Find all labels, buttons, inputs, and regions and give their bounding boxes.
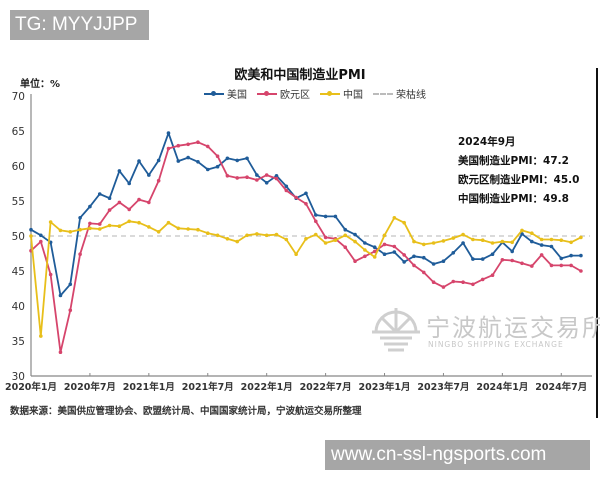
- frame-border: [596, 68, 598, 418]
- legend-item-us: 美国: [204, 86, 247, 101]
- svg-text:2021年1月: 2021年1月: [123, 381, 175, 393]
- svg-text:2024年7月: 2024年7月: [535, 381, 587, 393]
- latest-values-annotation: 2024年9月 美国制造业PMI：47.2 欧元区制造业PMI：45.0 中国制…: [458, 133, 579, 209]
- annotation-us: 美国制造业PMI：47.2: [458, 155, 569, 167]
- legend-item-eu: 欧元区: [257, 86, 310, 101]
- svg-text:65: 65: [12, 126, 25, 138]
- legend-item-cn: 中国: [320, 86, 363, 101]
- legend-swatch-eu-icon: [257, 90, 277, 96]
- svg-text:2020年1月: 2020年1月: [5, 381, 57, 393]
- series-欧元区: [29, 140, 583, 355]
- svg-text:60: 60: [12, 161, 25, 173]
- svg-text:2022年7月: 2022年7月: [300, 381, 352, 393]
- svg-text:70: 70: [12, 91, 25, 103]
- svg-text:2021年7月: 2021年7月: [182, 381, 234, 393]
- legend-label-eu: 欧元区: [280, 90, 310, 101]
- svg-text:2023年7月: 2023年7月: [417, 381, 469, 393]
- svg-text:45: 45: [12, 266, 25, 278]
- svg-text:2023年1月: 2023年1月: [358, 381, 410, 393]
- svg-text:2020年7月: 2020年7月: [64, 381, 116, 393]
- svg-text:40: 40: [12, 301, 25, 313]
- logo-text-cn: 宁波航运交易所: [426, 314, 600, 342]
- chart-legend: 美国 欧元区 中国 荣枯线: [204, 86, 432, 101]
- annotation-cn: 中国制造业PMI：49.8: [458, 193, 569, 205]
- legend-swatch-dash-icon: [373, 92, 393, 95]
- series-美国: [29, 131, 583, 298]
- legend-label-us: 美国: [227, 90, 247, 101]
- logo-text-en: NINGBO SHIPPING EXCHANGE: [428, 340, 564, 349]
- legend-item-threshold: 荣枯线: [373, 86, 426, 101]
- svg-text:2022年1月: 2022年1月: [241, 381, 293, 393]
- annotation-eu: 欧元区制造业PMI：45.0: [458, 174, 580, 186]
- svg-text:55: 55: [12, 196, 25, 208]
- svg-text:2024年1月: 2024年1月: [476, 381, 528, 393]
- ship-wheel-icon: [372, 308, 420, 352]
- legend-swatch-cn-icon: [320, 90, 340, 96]
- chart-series: [29, 131, 583, 355]
- series-中国: [29, 216, 583, 338]
- watermark-bottom: www.cn-ssl-ngsports.com: [325, 440, 590, 470]
- svg-text:50: 50: [12, 231, 25, 243]
- chart-title: 欧美和中国制造业PMI: [234, 68, 366, 83]
- svg-text:30: 30: [12, 371, 25, 383]
- annotation-date: 2024年9月: [458, 136, 516, 148]
- pmi-line-chart: 30 35 40 45 50 55 60 65 70 2020年1月 2020年7月 2021年1月 2…: [5, 91, 592, 393]
- legend-label-threshold: 荣枯线: [396, 90, 426, 101]
- legend-swatch-us-icon: [204, 90, 224, 96]
- unit-label: 单位：%: [20, 79, 61, 90]
- watermark-top: TG: MYYJJPP: [10, 10, 149, 40]
- svg-text:35: 35: [12, 336, 25, 348]
- chart-axes: 30 35 40 45 50 55 60 65 70 2020年1月 2020年7月 2021年1月 2…: [5, 91, 592, 393]
- legend-label-cn: 中国: [343, 90, 363, 101]
- data-source-note: 数据来源：美国供应管理协会、欧盟统计局、中国国家统计局，宁波航运交易所整理: [10, 406, 362, 417]
